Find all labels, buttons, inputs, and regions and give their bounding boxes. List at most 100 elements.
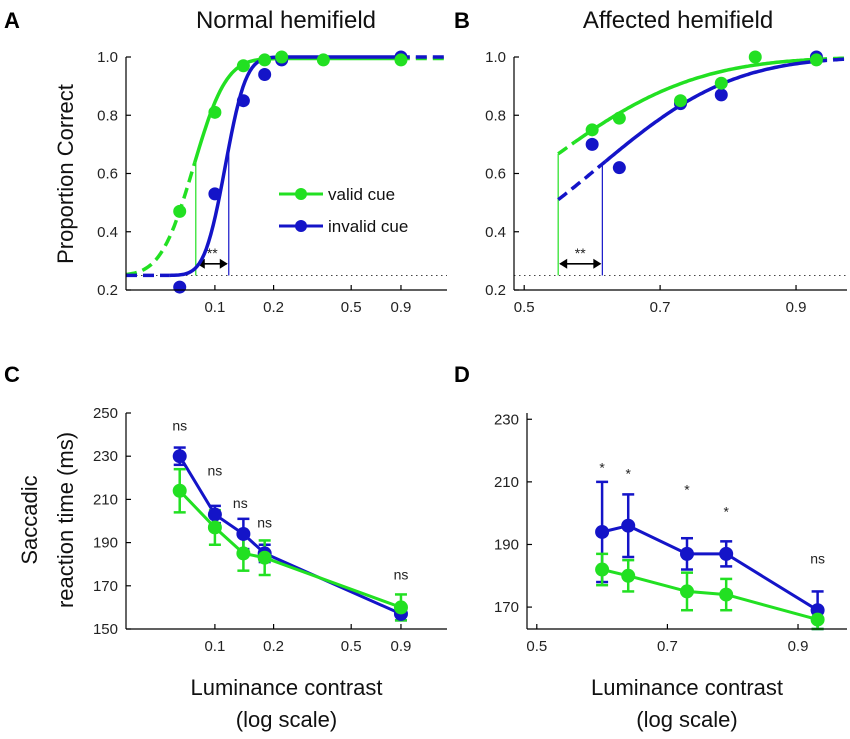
x-tick-label: 0.5 bbox=[526, 638, 547, 655]
y-tick-label: 210 bbox=[494, 474, 519, 491]
panel-a: ** 0.2 0.4 0.6 0.8 1.0 0.1 0.2 0.5 0.9 Proportion … bbox=[4, 7, 447, 316]
y-tick-label: 0.6 bbox=[97, 166, 118, 183]
x-tick-label: 0.5 bbox=[341, 299, 362, 316]
x-axis-label-line1: Luminance contrast bbox=[591, 675, 783, 700]
significance-label: ns bbox=[172, 417, 187, 433]
arrowhead-left bbox=[559, 258, 568, 269]
legend: valid cue invalid cue bbox=[279, 185, 408, 236]
data-point-invalid bbox=[208, 187, 222, 201]
x-tick-label: 0.9 bbox=[788, 638, 809, 655]
x-tick-label: 0.9 bbox=[391, 638, 412, 655]
y-tick-label: 0.2 bbox=[97, 282, 118, 299]
y-tick-label: 0.8 bbox=[97, 107, 118, 124]
arrowhead-right bbox=[593, 258, 602, 269]
panel-title: Affected hemifield bbox=[583, 7, 773, 34]
data-point-invalid bbox=[585, 137, 599, 151]
panel-title: Normal hemifield bbox=[196, 7, 376, 34]
data-point-valid bbox=[394, 53, 408, 67]
data-point-valid bbox=[595, 562, 610, 577]
x-axis-label-line1: Luminance contrast bbox=[191, 675, 383, 700]
data-point-valid bbox=[173, 204, 187, 218]
data-point-valid bbox=[393, 600, 408, 615]
panel-b: ** 0.2 0.4 0.6 0.8 1.0 0.5 0.7 0.9 Affected hemif… bbox=[454, 7, 848, 316]
x-tick-label: 0.7 bbox=[657, 638, 678, 655]
data-point-valid bbox=[236, 546, 251, 561]
y-axis-label: Proportion Correct bbox=[53, 84, 78, 264]
fit-curve-dashed-valid bbox=[557, 140, 576, 156]
significance-label: * bbox=[625, 466, 631, 482]
x-tick-label: 0.7 bbox=[650, 299, 671, 316]
data-point-invalid bbox=[172, 449, 187, 464]
y-tick-label: 250 bbox=[93, 405, 118, 422]
y-tick-label: 170 bbox=[494, 599, 519, 616]
fit-curve-dashed-valid bbox=[125, 161, 197, 277]
x-tick-label: 0.1 bbox=[204, 638, 225, 655]
y-tick-label: 1.0 bbox=[97, 49, 118, 66]
y-tick-label: 0.8 bbox=[485, 107, 506, 124]
data-point-invalid bbox=[719, 546, 734, 561]
data-point-valid bbox=[714, 76, 728, 90]
fit-curve-invalid bbox=[169, 55, 399, 278]
series-line-invalid bbox=[601, 524, 819, 612]
y-tick-label: 170 bbox=[93, 578, 118, 595]
legend-valid-marker bbox=[295, 188, 307, 200]
data-point-valid bbox=[810, 612, 825, 627]
y-tick-label: 0.4 bbox=[485, 224, 506, 241]
panel-letter: C bbox=[4, 362, 20, 387]
significance-label: ns bbox=[233, 495, 248, 511]
significance-label: ns bbox=[257, 514, 272, 530]
y-tick-label: 0.2 bbox=[485, 282, 506, 299]
panel-letter: A bbox=[4, 8, 20, 33]
panel-d: * * * * ns 170 190 210 230 0.5 0.7 0.9 Luminance con… bbox=[454, 362, 847, 732]
x-tick-label: 0.2 bbox=[263, 638, 284, 655]
y-tick-label: 190 bbox=[93, 535, 118, 552]
significance-label: ns bbox=[810, 550, 825, 566]
y-tick-label: 230 bbox=[93, 448, 118, 465]
data-point-valid bbox=[748, 50, 762, 64]
data-point-valid bbox=[719, 587, 734, 602]
legend-invalid-label: invalid cue bbox=[328, 217, 408, 236]
y-tick-label: 0.4 bbox=[97, 224, 118, 241]
data-point-valid bbox=[674, 94, 687, 108]
significance-label: * bbox=[599, 459, 605, 475]
x-axis-label-line2: (log scale) bbox=[636, 707, 737, 732]
data-point-invalid bbox=[621, 518, 636, 533]
legend-invalid-marker bbox=[295, 220, 307, 232]
data-point-invalid bbox=[173, 280, 187, 294]
y-tick-label: 230 bbox=[494, 411, 519, 428]
panel-letter: D bbox=[454, 362, 470, 387]
arrowhead-right bbox=[219, 258, 228, 269]
data-point-invalid bbox=[236, 94, 250, 108]
data-point-valid bbox=[316, 53, 330, 67]
y-tick-label: 1.0 bbox=[485, 49, 506, 66]
x-axis-label-line2: (log scale) bbox=[236, 707, 337, 732]
fit-curve-dashed-invalid bbox=[557, 159, 607, 202]
data-point-valid bbox=[208, 105, 222, 119]
data-point-valid bbox=[680, 584, 694, 599]
threshold-significance: ** bbox=[575, 245, 586, 261]
data-point-valid bbox=[612, 111, 626, 125]
significance-label: ns bbox=[394, 566, 409, 582]
x-tick-label: 0.9 bbox=[391, 299, 412, 316]
legend-valid-label: valid cue bbox=[328, 185, 395, 204]
data-point-invalid bbox=[236, 526, 251, 541]
fit-curve-invalid bbox=[604, 59, 817, 163]
fit-curve-valid bbox=[193, 56, 399, 163]
x-tick-label: 0.2 bbox=[263, 299, 284, 316]
panel-letter: B bbox=[454, 8, 470, 33]
data-point-valid bbox=[258, 53, 272, 67]
data-point-invalid bbox=[612, 161, 626, 175]
y-tick-label: 190 bbox=[494, 536, 519, 553]
data-point-valid bbox=[236, 59, 250, 73]
x-tick-label: 0.5 bbox=[514, 299, 535, 316]
data-point-valid bbox=[257, 550, 272, 565]
data-point-invalid bbox=[258, 67, 272, 81]
data-point-valid bbox=[172, 483, 187, 498]
data-point-invalid bbox=[595, 524, 610, 539]
series-line-invalid bbox=[178, 455, 402, 616]
significance-label: * bbox=[723, 503, 729, 519]
data-point-invalid bbox=[680, 546, 694, 561]
data-point-valid bbox=[621, 568, 636, 583]
